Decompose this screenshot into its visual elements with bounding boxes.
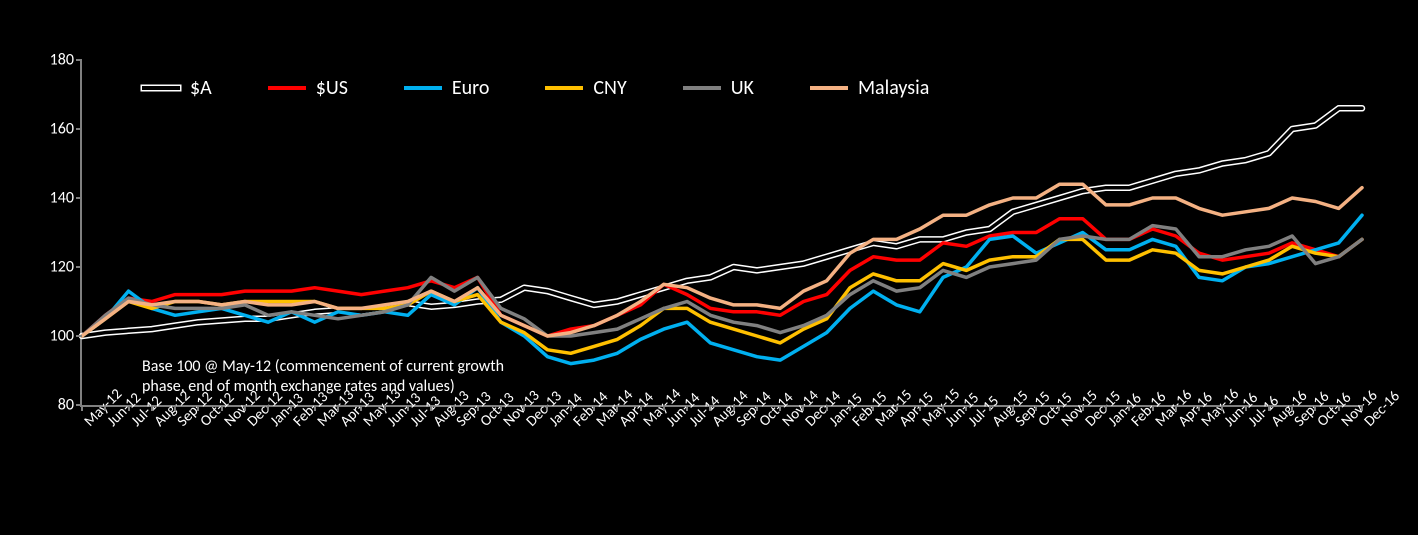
y-axis-tick — [76, 128, 82, 130]
y-axis-tick — [76, 266, 82, 268]
y-axis-tick — [76, 197, 82, 199]
currency-index-chart: $A$USEuroCNYUKMalaysia Base 100 @ May-12… — [0, 0, 1418, 535]
y-axis-tick — [76, 335, 82, 337]
plot-area: $A$USEuroCNYUKMalaysia Base 100 @ May-12… — [80, 60, 1362, 407]
line-series-layer — [82, 60, 1362, 405]
y-axis-tick — [76, 59, 82, 61]
series-line-CNY — [82, 239, 1362, 353]
